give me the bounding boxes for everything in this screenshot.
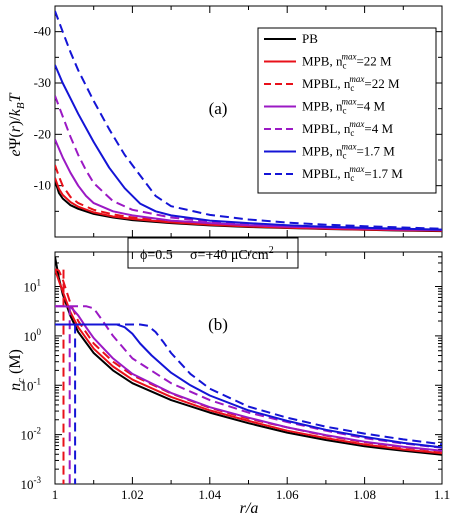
panel-b-label: (b): [208, 315, 228, 334]
panel-b-curves: [55, 256, 442, 484]
b-ytick-label: 10-2: [21, 426, 42, 443]
b-xtick-label: 1.1: [434, 487, 450, 502]
legend-label: PB: [302, 31, 318, 46]
legend-label: MPBL, ncmax=4 M: [302, 119, 393, 138]
b-xtick-label: 1.04: [198, 487, 221, 502]
b-series-line-5: [55, 305, 442, 449]
panel-a: -40 -30 -20 -10 (a) eΨ(r)/kBT PB MPB, ncmax=…: [7, 5, 443, 238]
b-series-line-8: [55, 323, 442, 446]
panel-a-label: (a): [209, 99, 228, 118]
b-series-line-4: [55, 305, 442, 452]
panel-b-ticks: 1 1.02 1.04 1.06 1.08 1.1 10-3 10-2 10-1 100 101: [21, 251, 450, 502]
a-series-line-5: [55, 64, 442, 231]
legend-label: MPBL, ncmax=22 M: [302, 74, 400, 93]
b-ytick-label: 10-1: [21, 376, 42, 393]
b-xtick-label: 1.08: [353, 487, 376, 502]
b-series-line-7: [55, 323, 442, 449]
parameter-phi: ϕ=0.5: [140, 248, 173, 263]
parameter-sigma: σ=−40 μC/cm2: [190, 245, 274, 263]
b-ytick-label: 10-3: [21, 475, 42, 492]
b-ytick-label: 100: [24, 327, 42, 344]
parameter-box: ϕ=0.5 σ=−40 μC/cm2: [127, 237, 299, 269]
a-series-line-6: [55, 10, 442, 230]
panel-b: 1 1.02 1.04 1.06 1.08 1.1 10-3 10-2 10-1 100 101 (…: [7, 251, 450, 517]
a-ytick-label: -40: [34, 24, 51, 39]
a-ytick-label: -10: [34, 178, 51, 193]
legend-label: MPB, ncmax=4 M: [302, 97, 386, 116]
panel-a-ylabel: eΨ(r)/kBT: [7, 92, 27, 156]
panel-a-curves: [55, 10, 442, 233]
b-series-line-0: [55, 256, 442, 456]
legend: PB MPB, ncmax=22 M MPBL, ncmax=22 M MPB, nc…: [257, 27, 437, 194]
b-xtick-label: 1.02: [121, 487, 144, 502]
a-ytick-label: -30: [34, 75, 51, 90]
legend-label: MPBL, ncmax=1.7 M: [302, 164, 403, 183]
b-ytick-label: 101: [24, 278, 42, 295]
b-series-line-1: [55, 269, 442, 455]
svg-text:eΨ(r)/kBT: eΨ(r)/kBT: [7, 92, 27, 156]
legend-frame: [257, 27, 437, 194]
a-ytick-label: -20: [34, 126, 51, 141]
b-xtick-label: 1.06: [276, 487, 299, 502]
legend-label: MPB, ncmax=22 M: [302, 52, 392, 71]
panel-b-xlabel: r/a: [240, 500, 259, 517]
parameter-box-frame: [127, 237, 299, 269]
b-xtick-label: 1: [52, 487, 59, 502]
legend-label: MPB, ncmax=1.7 M: [302, 142, 395, 161]
